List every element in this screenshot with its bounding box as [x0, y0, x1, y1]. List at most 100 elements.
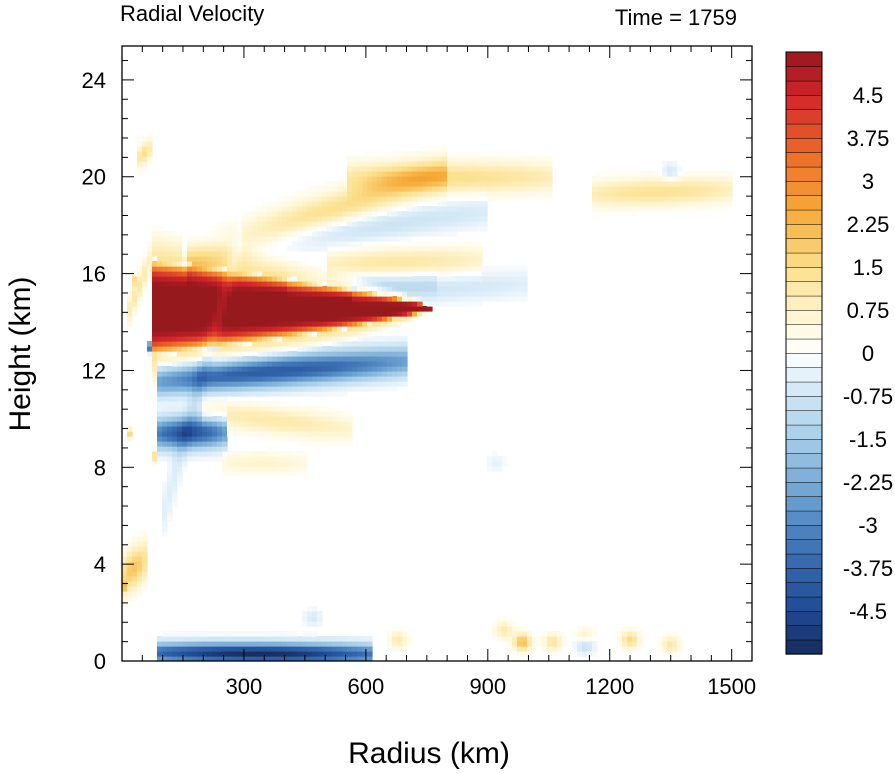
- field-cell: [162, 261, 168, 267]
- field-cell: [372, 341, 378, 347]
- field-cell: [262, 456, 268, 462]
- field-cell: [377, 281, 383, 287]
- field-cell: [227, 326, 233, 332]
- field-cell: [667, 651, 673, 657]
- field-cell: [402, 311, 408, 317]
- field-cell: [167, 466, 173, 472]
- field-cell: [322, 351, 328, 357]
- field-cell: [177, 341, 183, 347]
- field-cell: [402, 631, 408, 637]
- field-cell: [222, 376, 228, 382]
- x-tick-label: 300: [226, 674, 263, 699]
- field-cell: [282, 301, 288, 307]
- field-cell: [497, 186, 503, 192]
- field-cell: [282, 316, 288, 322]
- field-cell: [652, 171, 658, 177]
- field-cell: [237, 416, 243, 422]
- field-cell: [487, 161, 493, 167]
- field-cell: [497, 296, 503, 302]
- field-cell: [522, 296, 528, 302]
- field-cell: [432, 211, 438, 217]
- field-cell: [277, 391, 283, 397]
- field-cell: [192, 316, 198, 322]
- colorbar-bin: [785, 367, 823, 383]
- field-cell: [172, 341, 178, 347]
- field-cell: [177, 636, 183, 642]
- field-cell: [197, 296, 203, 302]
- field-cell: [247, 641, 253, 647]
- field-cell: [312, 241, 318, 247]
- field-cell: [307, 386, 313, 392]
- field-cell: [392, 316, 398, 322]
- field-cell: [437, 161, 443, 167]
- field-cell: [282, 221, 288, 227]
- field-cell: [512, 191, 518, 197]
- field-cell: [372, 211, 378, 217]
- field-cell: [302, 196, 308, 202]
- field-cell: [337, 271, 343, 277]
- field-cell: [287, 221, 293, 227]
- field-cell: [447, 271, 453, 277]
- field-cell: [382, 311, 388, 317]
- field-cell: [132, 541, 138, 547]
- field-cell: [447, 216, 453, 222]
- field-cell: [187, 346, 193, 352]
- field-cell: [162, 516, 168, 522]
- field-cell: [372, 206, 378, 212]
- field-cell: [187, 376, 193, 382]
- field-cell: [542, 166, 548, 172]
- field-cell: [272, 406, 278, 412]
- field-cell: [182, 631, 188, 637]
- field-cell: [452, 166, 458, 172]
- field-cell: [622, 641, 628, 647]
- field-cell: [392, 221, 398, 227]
- field-cell: [317, 341, 323, 347]
- field-cell: [522, 651, 528, 657]
- colorbar-frame: [785, 51, 823, 655]
- field-cell: [167, 336, 173, 342]
- field-cell: [257, 351, 263, 357]
- field-cell: [302, 321, 308, 327]
- field-cell: [157, 386, 163, 392]
- field-cell: [322, 441, 328, 447]
- field-cell: [287, 361, 293, 367]
- field-cell: [332, 241, 338, 247]
- field-cell: [537, 636, 543, 642]
- field-cell: [717, 201, 723, 207]
- field-cell: [227, 456, 233, 462]
- field-cell: [307, 246, 313, 252]
- field-cell: [242, 266, 248, 272]
- field-cell: [672, 186, 678, 192]
- y-tick-label: 12: [82, 358, 106, 383]
- field-cell: [407, 231, 413, 237]
- field-cell: [712, 206, 718, 212]
- field-cell: [182, 261, 188, 267]
- field-cell: [287, 391, 293, 397]
- field-cell: [592, 191, 598, 197]
- field-cell: [197, 646, 203, 652]
- field-cell: [317, 356, 323, 362]
- field-cell: [267, 291, 273, 297]
- field-cell: [522, 626, 528, 632]
- field-cell: [197, 631, 203, 637]
- field-cell: [157, 381, 163, 387]
- field-cell: [277, 361, 283, 367]
- field-cell: [277, 631, 283, 637]
- field-cell: [232, 386, 238, 392]
- field-cell: [217, 261, 223, 267]
- field-cell: [172, 466, 178, 472]
- field-cell: [377, 296, 383, 302]
- field-cell: [402, 251, 408, 257]
- field-cell: [172, 346, 178, 352]
- field-cell: [162, 426, 168, 432]
- field-cell: [467, 171, 473, 177]
- field-cell: [132, 296, 138, 302]
- field-cell: [202, 331, 208, 337]
- field-cell: [432, 286, 438, 292]
- field-cell: [272, 296, 278, 302]
- field-cell: [507, 616, 513, 622]
- field-cell: [207, 276, 213, 282]
- field-cell: [487, 466, 493, 472]
- field-cell: [337, 206, 343, 212]
- field-cell: [192, 241, 198, 247]
